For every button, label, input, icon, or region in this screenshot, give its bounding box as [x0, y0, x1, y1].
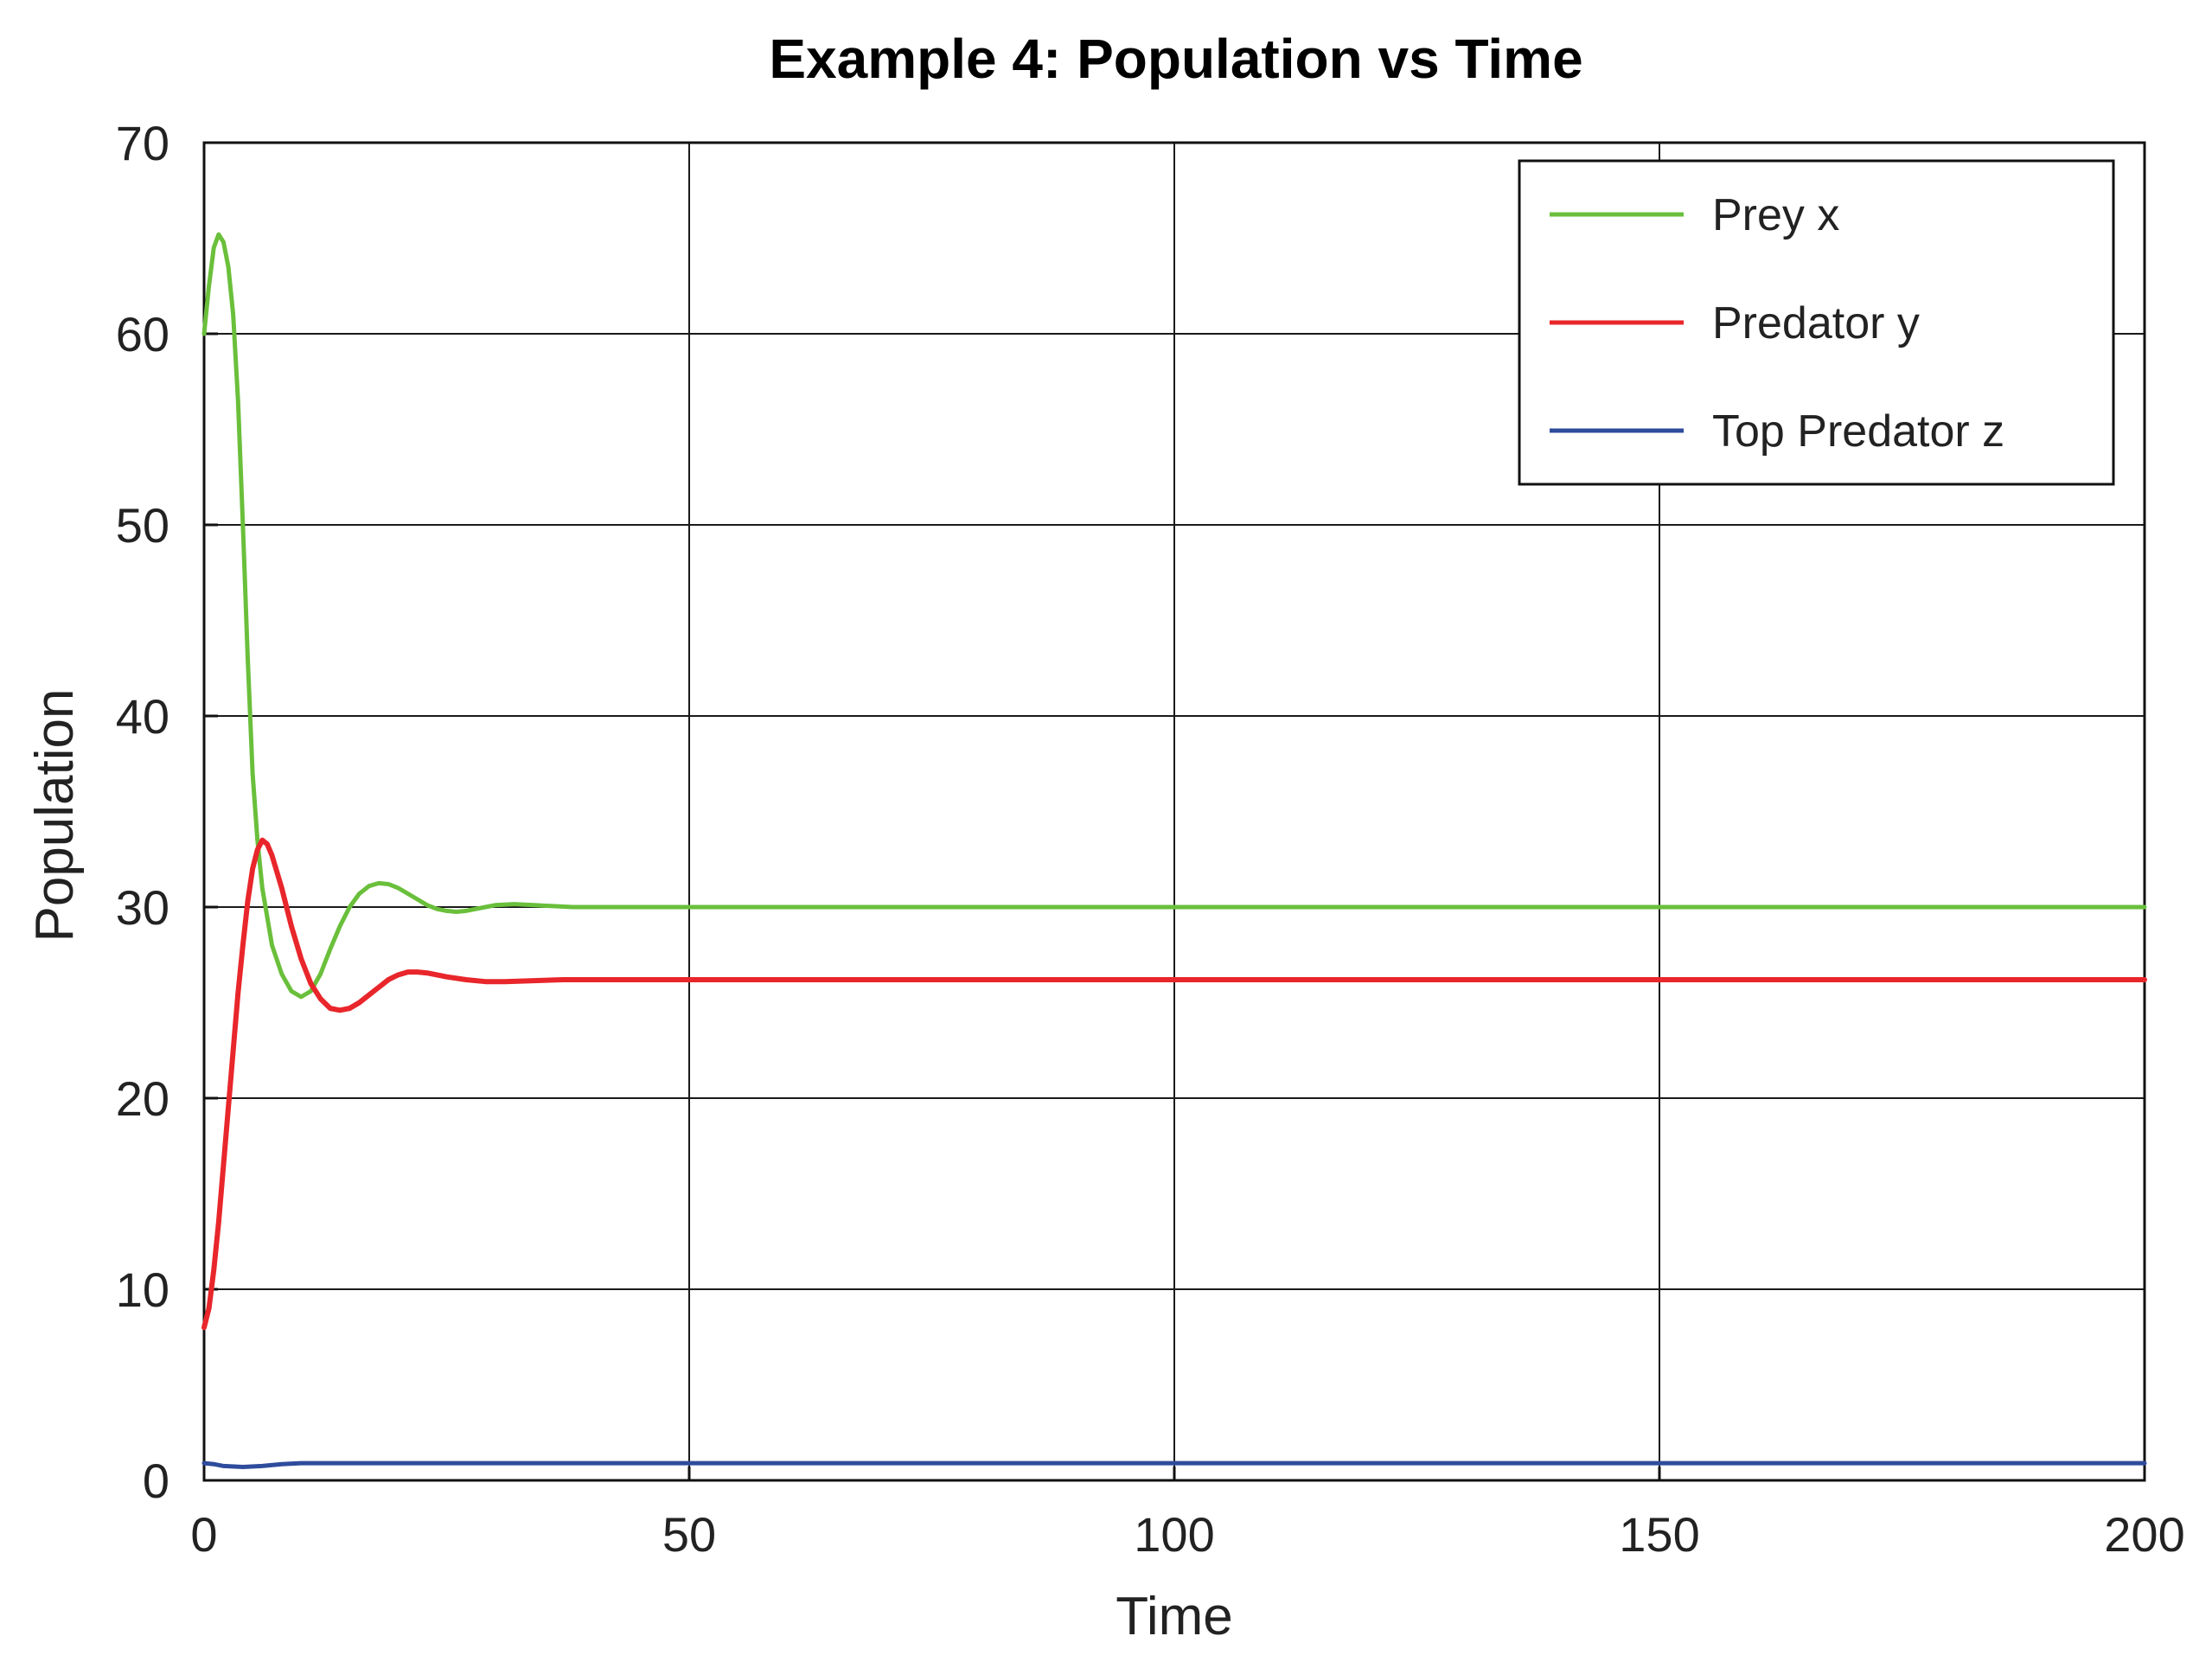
grid-lines: [203, 142, 2145, 1481]
y-tick-label: 40: [116, 689, 169, 744]
y-tick-label: 10: [116, 1262, 169, 1317]
tick-labels: 0 50 100 150 200 0 10 20 30 40 50 60 70: [116, 116, 2185, 1562]
x-axis-label: Time: [1116, 1587, 1232, 1646]
plot-frame: [202, 141, 2146, 1482]
x-tick-label: 50: [662, 1507, 716, 1562]
y-axis-label: Population: [25, 688, 85, 942]
series-line-3: [201, 1460, 2147, 1470]
legend-label-2: Predator y: [1712, 298, 1920, 348]
y-tick-label: 30: [116, 880, 169, 935]
legend: Prey x Predator y Top Predator z: [1518, 159, 2115, 486]
series-line-2: [201, 837, 2147, 1331]
legend-label-3: Top Predator z: [1712, 406, 2004, 457]
y-tick-label: 70: [116, 116, 169, 170]
series-line-1: [201, 232, 2147, 1000]
y-tick-label: 50: [116, 498, 169, 553]
x-tick-label: 200: [2104, 1507, 2184, 1562]
x-tick-label: 0: [190, 1507, 217, 1562]
y-tick-label: 60: [116, 307, 169, 361]
x-tick-label: 150: [1619, 1507, 1699, 1562]
legend-label-1: Prey x: [1712, 190, 1839, 240]
y-tick-label: 20: [116, 1071, 169, 1126]
x-tick-label: 100: [1134, 1507, 1214, 1562]
y-tick-label: 0: [143, 1454, 169, 1508]
legend-items: Prey x Predator y Top Predator z: [1550, 190, 2004, 457]
series-lines: [201, 232, 2147, 1470]
chart-title: Example 4: Population vs Time: [769, 28, 1582, 90]
